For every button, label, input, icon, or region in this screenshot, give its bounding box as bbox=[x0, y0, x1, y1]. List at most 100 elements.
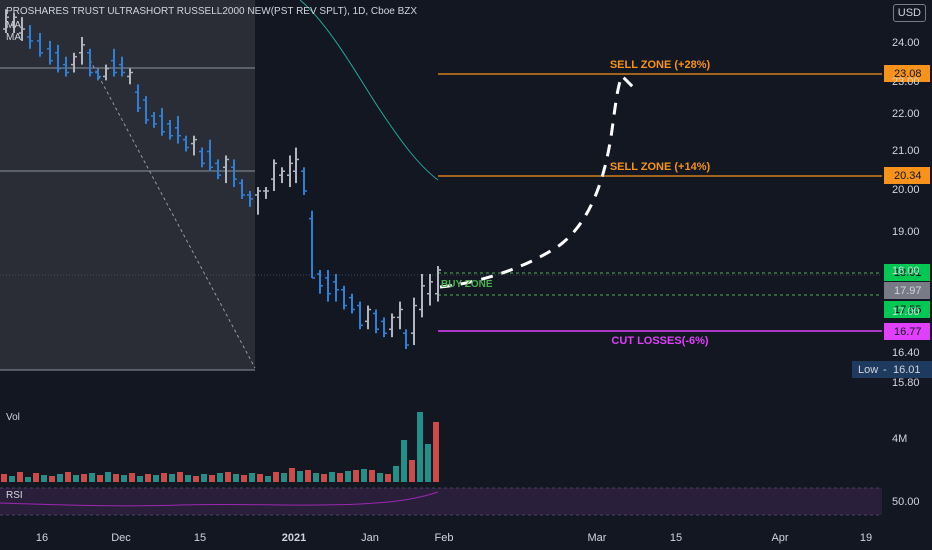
volume-bar bbox=[81, 474, 87, 482]
volume-bar bbox=[129, 473, 135, 482]
ohlc-bar bbox=[11, 13, 17, 33]
ohlc-bar bbox=[143, 96, 149, 124]
ohlc-bar bbox=[151, 112, 157, 128]
svg-text:18.01: 18.01 bbox=[894, 267, 922, 279]
volume-bar bbox=[201, 474, 207, 482]
moving-average-line bbox=[299, 0, 439, 181]
ohlc-bar bbox=[381, 317, 387, 338]
volume-bar bbox=[153, 475, 159, 482]
ohlc-bars bbox=[3, 9, 441, 349]
ohlc-bar bbox=[349, 293, 355, 314]
low-label-value: 16.01 bbox=[893, 364, 921, 376]
projection-path bbox=[439, 73, 640, 289]
buy-zone-label: BUY ZONE bbox=[441, 279, 493, 290]
ma-indicator-label-2[interactable]: MA bbox=[6, 32, 21, 43]
rsi-pane-label: RSI bbox=[6, 490, 23, 501]
volume-bar bbox=[313, 473, 319, 482]
projection-dashed-line bbox=[89, 59, 256, 369]
price-axis-tick: 20.00 bbox=[892, 184, 920, 196]
volume-bar bbox=[25, 477, 31, 482]
volume-bar bbox=[121, 475, 127, 482]
ohlc-bar bbox=[111, 48, 117, 77]
volume-bar bbox=[433, 422, 439, 482]
ohlc-bar bbox=[127, 68, 133, 85]
volume-bar bbox=[49, 476, 55, 482]
ohlc-bar bbox=[419, 273, 425, 318]
volume-bar bbox=[329, 472, 335, 482]
time-axis-tick: Apr bbox=[771, 532, 788, 544]
volume-bar bbox=[273, 472, 279, 482]
ohlc-bar bbox=[183, 135, 189, 152]
volume-bar bbox=[257, 474, 263, 482]
volume-bar bbox=[385, 474, 391, 482]
ohlc-bar bbox=[247, 191, 253, 207]
ohlc-bar bbox=[341, 285, 347, 310]
volume-bar bbox=[137, 476, 143, 482]
low-label-text: Low bbox=[858, 364, 878, 376]
volume-bar bbox=[409, 460, 415, 482]
ohlc-bar bbox=[159, 108, 165, 136]
ohlc-bar bbox=[357, 301, 363, 330]
volume-bar bbox=[217, 473, 223, 482]
ohlc-bar bbox=[119, 56, 125, 77]
price-axis-tick: 19.00 bbox=[892, 226, 920, 238]
ohlc-bar bbox=[301, 167, 307, 195]
ohlc-bar bbox=[317, 270, 323, 294]
ohlc-bar bbox=[293, 147, 299, 184]
volume-bar bbox=[65, 472, 71, 482]
volume-bar bbox=[41, 475, 47, 482]
volume-bar bbox=[353, 470, 359, 482]
ohlc-bar bbox=[397, 301, 403, 330]
price-scale-tag: 20.34 bbox=[884, 167, 930, 184]
volume-bar bbox=[249, 473, 255, 482]
ohlc-bar bbox=[71, 52, 77, 73]
rsi-band bbox=[0, 488, 882, 515]
volume-bar bbox=[33, 473, 39, 482]
svg-text:17.97: 17.97 bbox=[894, 285, 922, 297]
volume-bar bbox=[337, 473, 343, 482]
low-label-box bbox=[852, 361, 932, 378]
time-axis: 16 Dec 15 2021 Jan Feb Mar 15 Apr 19 bbox=[36, 532, 872, 544]
ohlc-bar bbox=[373, 309, 379, 334]
volume-bar bbox=[169, 474, 175, 482]
price-axis-tick: 18.00 bbox=[892, 265, 920, 277]
ohlc-bar bbox=[427, 273, 433, 306]
ohlc-bar bbox=[175, 115, 181, 144]
ohlc-bar bbox=[87, 48, 93, 77]
ohlc-bar bbox=[207, 139, 213, 172]
volume-bar bbox=[297, 471, 303, 482]
price-axis-tick: 24.00 bbox=[892, 37, 920, 49]
sell-zone-14-label: SELL ZONE (+14%) bbox=[610, 161, 711, 173]
symbol-title[interactable]: PROSHARES TRUST ULTRASHORT RUSSELL2000 N… bbox=[6, 6, 418, 17]
svg-text:20.34: 20.34 bbox=[894, 170, 922, 182]
ohlc-bar bbox=[263, 187, 269, 199]
ohlc-bar bbox=[325, 270, 331, 302]
price-axis-tick: 21.00 bbox=[892, 145, 920, 157]
volume-bar bbox=[417, 412, 423, 482]
volume-bar bbox=[225, 472, 231, 482]
ohlc-bar bbox=[191, 135, 197, 156]
ohlc-bar bbox=[199, 147, 205, 168]
time-axis-tick: 15 bbox=[194, 532, 206, 544]
volume-bar bbox=[305, 470, 311, 482]
price-scale-tag: 23.08 bbox=[884, 65, 930, 82]
ohlc-bar bbox=[135, 84, 141, 112]
time-axis-tick: 19 bbox=[860, 532, 872, 544]
ohlc-bar bbox=[239, 179, 245, 199]
volume-bar bbox=[89, 473, 95, 482]
ohlc-bar bbox=[403, 329, 409, 349]
currency-button[interactable]: USD bbox=[892, 4, 926, 22]
ma-indicator-label[interactable]: MA bbox=[6, 20, 21, 31]
volume-bar bbox=[209, 475, 215, 482]
ohlc-bar bbox=[389, 313, 395, 338]
volume-bar bbox=[361, 469, 367, 482]
volume-bar bbox=[345, 471, 351, 482]
price-axis-tick: 16.40 bbox=[892, 347, 920, 359]
price-scale-tag: 18.01 bbox=[884, 264, 930, 281]
ohlc-bar bbox=[223, 155, 229, 184]
volume-pane-label: Vol bbox=[6, 412, 20, 423]
volume-bar bbox=[241, 475, 247, 482]
price-scale-tag: 17.97 bbox=[884, 282, 930, 299]
ohlc-bar bbox=[271, 159, 277, 191]
